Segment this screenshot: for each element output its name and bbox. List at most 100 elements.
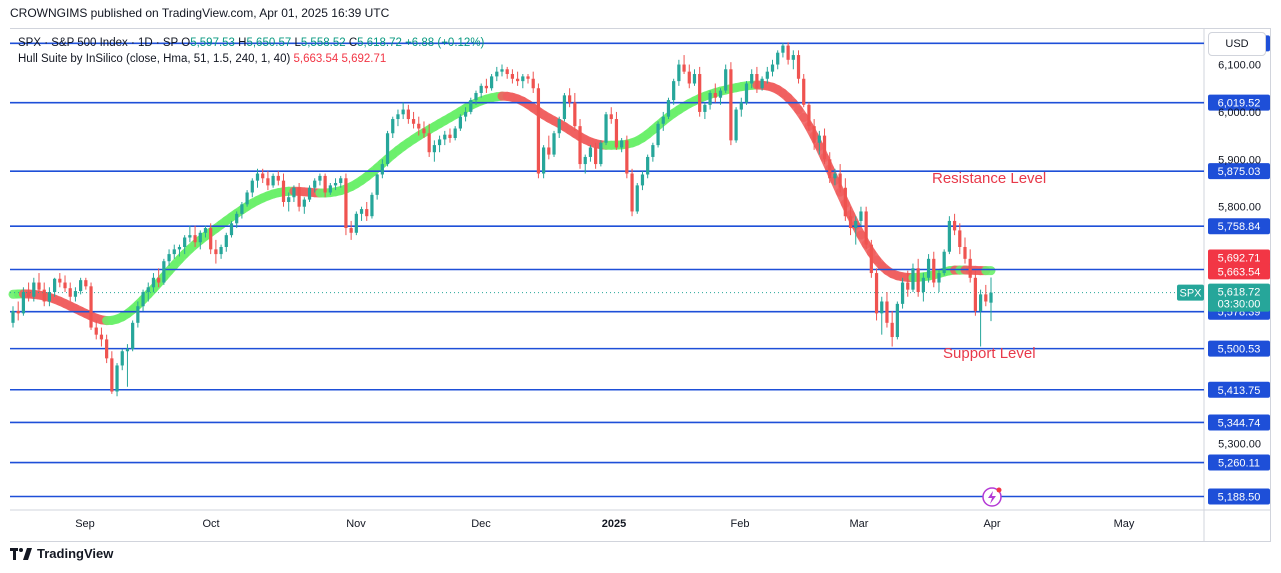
candle-body — [432, 145, 436, 153]
candle-body — [521, 76, 525, 82]
candle-body — [21, 292, 26, 314]
y-tick-label: 5,800.00 — [1218, 202, 1261, 214]
tradingview-logo-icon — [10, 547, 32, 560]
candle-body — [479, 85, 483, 93]
x-tick-label: Sep — [75, 518, 95, 530]
candle-body — [718, 90, 723, 98]
candle-body — [250, 180, 254, 193]
candle-body — [437, 139, 442, 146]
candle-body — [151, 277, 156, 288]
candle-body — [359, 209, 364, 214]
level-label-box — [1208, 381, 1270, 398]
candle-body — [162, 261, 166, 283]
candle-body — [172, 249, 176, 255]
last-price-box — [1208, 283, 1270, 312]
candle-body — [214, 249, 218, 255]
candle-body — [770, 64, 775, 72]
candle-body — [552, 133, 556, 155]
candle-body — [224, 235, 228, 247]
tradingview-footer[interactable]: TradingView — [10, 546, 113, 561]
event-marker-bolt — [988, 491, 996, 504]
candle-body — [781, 45, 785, 53]
candle-body — [448, 134, 452, 138]
candle-body — [193, 235, 197, 243]
candle-body — [630, 173, 634, 212]
candle-body — [807, 104, 811, 127]
candle-body — [599, 142, 603, 165]
candle-body — [47, 292, 52, 302]
candle-body — [157, 277, 161, 283]
candle-body — [786, 45, 790, 60]
candle-body — [292, 187, 296, 198]
candle-body — [37, 282, 41, 290]
indicator-price-box — [1208, 263, 1270, 280]
candle-body — [568, 95, 572, 103]
candle-body — [864, 211, 868, 245]
candle-body — [620, 140, 624, 148]
candle-body — [635, 185, 639, 212]
level-label: 5,260.11 — [1218, 458, 1260, 470]
candle-body — [411, 119, 416, 124]
candle-body — [640, 174, 645, 186]
candle-body — [183, 237, 187, 247]
candle-body — [885, 301, 889, 323]
candle-body — [515, 78, 520, 82]
candle-body — [99, 334, 104, 340]
candle-body — [110, 358, 114, 392]
candle-body — [32, 282, 36, 297]
candle-body — [349, 228, 353, 233]
candle-body — [880, 301, 884, 314]
candle-body — [79, 280, 83, 292]
candle-body — [729, 69, 733, 141]
candle-body — [531, 78, 535, 89]
candle-body — [869, 244, 873, 274]
candle-body — [198, 232, 202, 243]
candle-body — [614, 119, 619, 148]
x-tick-label: Oct — [202, 518, 219, 530]
y-tick-label: 6,100.00 — [1218, 60, 1261, 72]
candle-body — [968, 258, 972, 278]
candle-body — [42, 289, 46, 302]
candle-body — [255, 173, 260, 181]
candle-body — [848, 216, 853, 229]
level-label: 5,875.03 — [1218, 166, 1261, 178]
candle-body — [911, 268, 915, 290]
x-tick-label: Nov — [346, 518, 366, 530]
candle-body — [661, 116, 665, 124]
candle-body — [838, 173, 842, 188]
candle-body — [188, 235, 192, 238]
candle-body — [469, 100, 473, 112]
candle-body — [609, 114, 613, 120]
candle-body — [115, 365, 119, 392]
candle-body — [822, 135, 827, 160]
candle-body — [708, 92, 712, 105]
candle-body — [89, 286, 93, 328]
candle-body — [396, 114, 400, 120]
candle-body — [125, 348, 130, 352]
candle-body — [682, 64, 686, 72]
candle-body — [755, 74, 759, 89]
candle-body — [271, 175, 275, 186]
currency-button[interactable]: USD — [1208, 32, 1266, 56]
candle-body — [854, 220, 858, 229]
resistance-level-label: Resistance Level — [932, 170, 1046, 187]
candle-body — [333, 183, 338, 186]
level-label: 6,019.52 — [1218, 98, 1261, 110]
y-tick-label: 5,900.00 — [1218, 154, 1261, 166]
candle-body — [339, 178, 343, 184]
candles-layer — [11, 42, 993, 397]
x-tick-label: May — [1114, 518, 1135, 530]
candle-body — [703, 104, 707, 112]
candle-body — [562, 95, 567, 120]
candle-body — [365, 209, 369, 217]
candle-body — [588, 147, 593, 157]
candle-body — [916, 268, 920, 293]
candle-body — [646, 156, 650, 175]
candle-body — [422, 128, 426, 134]
candle-body — [297, 187, 301, 207]
candle-body — [510, 74, 515, 79]
price-axis: 6,144.726,019.525,875.035,758.845,667.48… — [1177, 35, 1270, 505]
candle-body — [952, 220, 957, 231]
candle-body — [94, 327, 98, 335]
